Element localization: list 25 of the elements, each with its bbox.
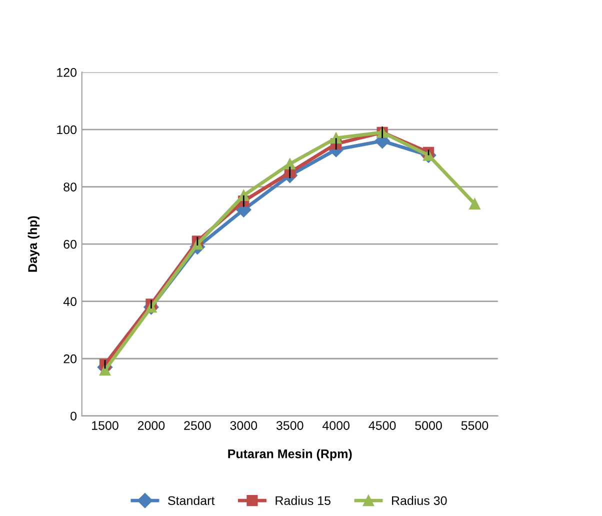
- x-tick-label: 3500: [276, 421, 304, 430]
- x-tick-label: 4500: [368, 421, 396, 430]
- point: [422, 150, 434, 161]
- legend-label: Radius 30: [392, 496, 447, 506]
- point: [284, 158, 296, 170]
- x-tick-label: 4000: [322, 421, 350, 430]
- y-tick-label: 60: [64, 240, 77, 249]
- y-tick-label: 120: [57, 68, 77, 77]
- x-tick-label: 5500: [461, 421, 488, 430]
- y-axis-title: Daya (hp): [28, 216, 40, 272]
- y-tick-label: 80: [64, 182, 77, 192]
- y-tick-label: 0: [70, 412, 77, 421]
- y-tick-label: 20: [64, 354, 77, 364]
- legend-label: Standart: [168, 496, 215, 506]
- x-tick-label: 2500: [184, 421, 211, 430]
- legend-label: Radius 15: [276, 496, 330, 506]
- y-tick-label: 40: [63, 297, 77, 306]
- x-tick-label: 1500: [92, 421, 118, 430]
- x-tick-label: 3000: [230, 421, 258, 430]
- point: [469, 198, 480, 210]
- point: [99, 364, 111, 376]
- y-tick-label: 100: [57, 125, 77, 134]
- x-axis-title: Putaran Mesin (Rpm): [228, 449, 352, 461]
- x-tick-label: 5000: [415, 421, 442, 430]
- x-tick-label: 2000: [138, 421, 165, 430]
